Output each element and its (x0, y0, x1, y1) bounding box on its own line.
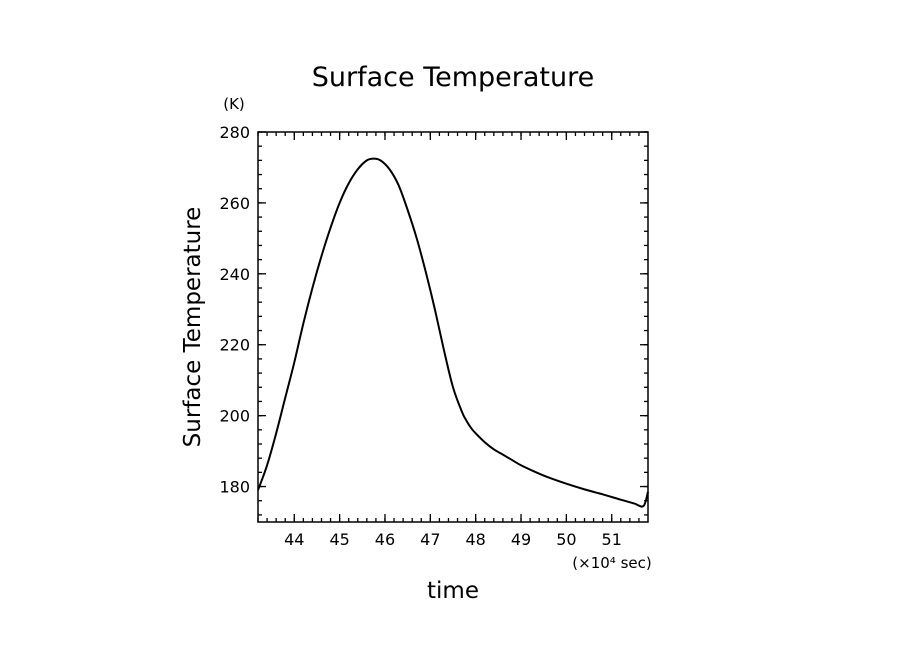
y-tick-label: 280 (219, 123, 250, 142)
chart-title: Surface Temperature (312, 62, 594, 93)
x-tick-label: 49 (511, 530, 531, 549)
x-axis-label: time (427, 578, 479, 604)
y-tick-label: 220 (219, 336, 250, 355)
axis-ticks (257, 131, 648, 522)
y-tick-label: 260 (219, 194, 250, 213)
x-tick-label: 44 (284, 530, 304, 549)
tick-labels: 44 45 46 47 48 49 50 51 180 200 220 240 260 280 (219, 123, 621, 549)
y-tick-label: 180 (219, 478, 250, 497)
y-tick-label: 200 (219, 407, 250, 426)
x-tick-label: 51 (602, 530, 622, 549)
y-axis-unit: (K) (223, 95, 245, 113)
plot-frame (257, 131, 649, 523)
x-tick-label: 50 (556, 530, 576, 549)
x-axis-unit: (×10⁴ sec) (572, 554, 651, 572)
surface-temperature-line (257, 157, 649, 508)
x-tick-label: 47 (420, 530, 440, 549)
y-tick-label: 240 (219, 265, 250, 284)
x-tick-label: 46 (375, 530, 395, 549)
x-tick-label: 45 (329, 530, 349, 549)
x-tick-label: 48 (465, 530, 485, 549)
y-axis-label: Surface Temperature (180, 207, 206, 448)
